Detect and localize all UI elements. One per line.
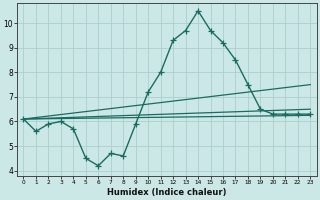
X-axis label: Humidex (Indice chaleur): Humidex (Indice chaleur) — [107, 188, 227, 197]
